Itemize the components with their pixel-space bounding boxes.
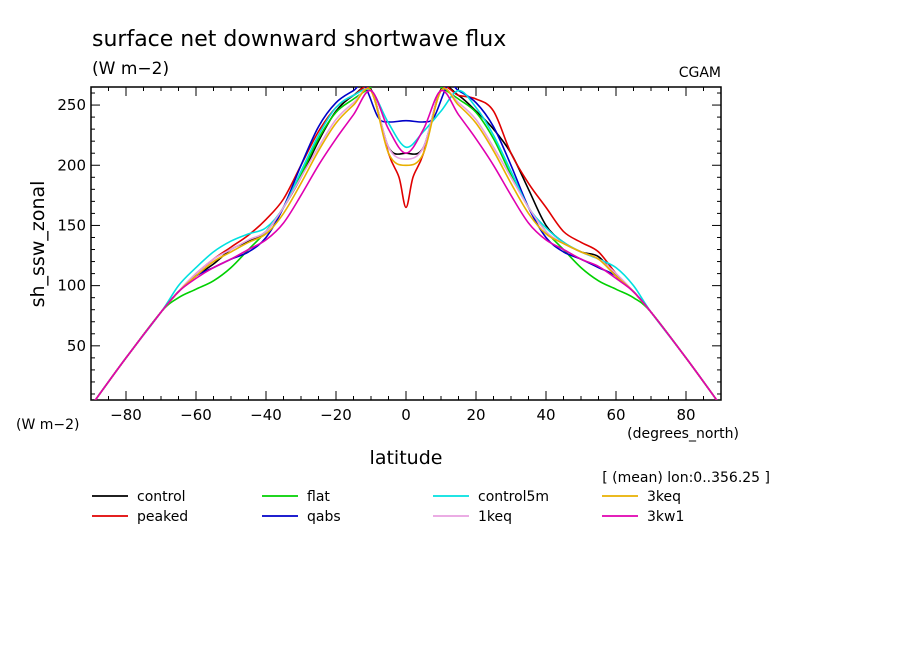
- legend-label-control: control: [137, 489, 186, 505]
- series-line-control5m: [94, 88, 718, 400]
- x-tick-label: 60: [606, 406, 625, 424]
- series-line-control: [94, 87, 718, 400]
- series-line-flat: [94, 87, 718, 400]
- x-tick-label: 20: [466, 406, 485, 424]
- x-tick-label: −60: [180, 406, 212, 424]
- series-line-3keq: [94, 87, 718, 400]
- series-line-1keq: [94, 87, 718, 400]
- legend-label-3kw1: 3kw1: [647, 509, 684, 525]
- x-tick-label: −80: [110, 406, 142, 424]
- y-axis-units: (W m−2): [16, 417, 80, 433]
- legend-label-flat: flat: [307, 489, 330, 505]
- legend-label-3keq: 3keq: [647, 489, 681, 505]
- x-tick-label: 80: [676, 406, 695, 424]
- y-tick-label: 50: [67, 337, 86, 355]
- mean-note: [ (mean) lon:0..356.25 ]: [602, 470, 770, 486]
- title-units: (W m−2): [92, 59, 169, 79]
- y-axis-label: sh_ssw_zonal: [27, 181, 49, 308]
- legend: control peaked flat qabs control5m 1keq 3keq 3k…: [92, 489, 684, 525]
- y-tick-label: 200: [57, 156, 86, 174]
- x-tick-labels: −80 −60 −40 −20 0 20 40 60 80: [110, 406, 695, 424]
- x-tick-label: −40: [250, 406, 282, 424]
- source-label: CGAM: [679, 65, 721, 81]
- x-axis-label: latitude: [370, 447, 443, 469]
- legend-label-peaked: peaked: [137, 509, 188, 525]
- legend-label-1keq: 1keq: [478, 509, 512, 525]
- series-line-3kw1: [94, 89, 718, 400]
- x-tick-label: −20: [320, 406, 352, 424]
- legend-label-control5m: control5m: [478, 489, 549, 505]
- y-tick-label: 100: [57, 277, 86, 295]
- axis-ticks: [90, 87, 722, 400]
- series-lines: [94, 87, 718, 400]
- y-tick-label: 250: [57, 96, 86, 114]
- series-line-peaked: [94, 87, 718, 400]
- series-line-qabs: [94, 87, 718, 400]
- x-tick-label: 0: [401, 406, 411, 424]
- legend-label-qabs: qabs: [307, 509, 341, 525]
- plot-frame: [90, 86, 722, 401]
- y-tick-labels: 50 100 150 200 250: [57, 96, 86, 355]
- x-axis-units: (degrees_north): [627, 426, 739, 442]
- chart-title: surface net downward shortwave flux: [92, 27, 506, 52]
- y-tick-label: 150: [57, 216, 86, 234]
- x-tick-label: 40: [536, 406, 555, 424]
